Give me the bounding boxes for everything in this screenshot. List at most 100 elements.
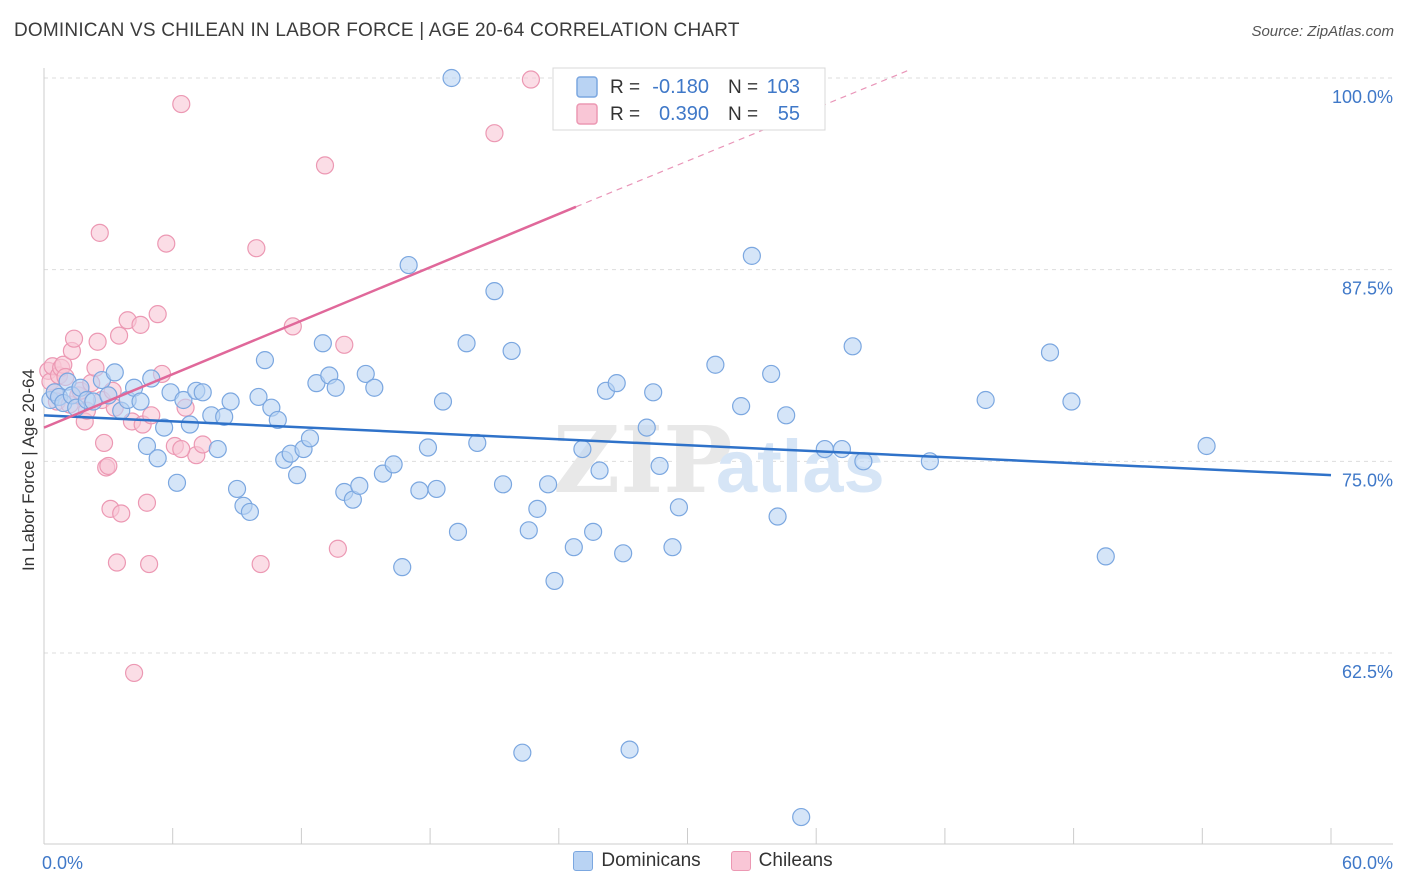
dominican-point (326, 378, 345, 397)
dominican-point (663, 538, 682, 557)
dominican-point (268, 410, 287, 430)
dominican-point (365, 378, 384, 397)
dominican-point (350, 476, 369, 495)
dominican-point (137, 436, 157, 456)
dominican-point (356, 364, 375, 384)
dominican-point (193, 383, 212, 402)
dominican-point (457, 334, 476, 353)
chilean-point (157, 234, 176, 253)
dominican-point (637, 418, 656, 437)
dominican-point (732, 397, 751, 416)
dominican-point (418, 438, 438, 457)
dominican-point (538, 475, 558, 494)
legend-r-value-1: -0.180 (652, 76, 709, 98)
dominican-point (174, 390, 193, 410)
dominican-point (442, 68, 461, 88)
y-tick-labels: 100.0% 87.5% 75.0% 62.5% (1332, 87, 1393, 682)
dominican-point (528, 499, 547, 518)
dominican-point (584, 522, 603, 541)
dominican-point (706, 355, 725, 374)
legend-item-dominicans[interactable]: Dominicans (573, 850, 701, 872)
dominican-point (1197, 436, 1216, 456)
chilean-point (140, 554, 159, 574)
legend-swatch-dominicans (573, 851, 594, 871)
dominican-point (221, 392, 240, 411)
dominican-point (148, 449, 167, 468)
chart-title: DOMINICAN VS CHILEAN IN LABOR FORCE | AG… (14, 20, 740, 41)
dominican-point (762, 364, 781, 384)
dominican-point (313, 334, 332, 353)
chilean-point (131, 315, 150, 334)
chilean-point (107, 553, 127, 572)
dominican-point (644, 383, 663, 402)
legend-r-label-2: R = (610, 104, 640, 125)
chilean-point (335, 335, 354, 354)
chilean-point (94, 433, 114, 453)
dominican-point (1062, 392, 1081, 411)
chilean-point (90, 223, 109, 242)
dominican-trend-line (43, 414, 1332, 477)
dominican-point (976, 390, 995, 410)
dominican-point (854, 452, 873, 471)
legend-r-label-1: R = (610, 77, 640, 98)
chilean-point (109, 326, 129, 345)
chilean-point (148, 305, 167, 324)
dominican-point (843, 337, 862, 356)
chilean-point (172, 439, 191, 459)
dominican-point (227, 479, 247, 499)
y-tick-label: 62.5% (1342, 662, 1393, 682)
dominican-point (180, 415, 199, 434)
legend-bottom: Dominicans Chileans (0, 850, 1406, 872)
dominican-point (620, 740, 639, 759)
dominican-point (288, 466, 307, 485)
dominican-point (545, 571, 564, 591)
dominican-point (573, 439, 592, 459)
chilean-point (521, 70, 541, 89)
dominican-point (433, 392, 453, 411)
dominican-point (167, 473, 187, 492)
dominican-point (513, 743, 532, 762)
y-tick-label: 87.5% (1342, 279, 1393, 299)
legend-swatch-chileans (730, 851, 751, 871)
dominican-point (832, 439, 852, 459)
watermark: ZIP atlas (553, 406, 885, 514)
dominican-point (427, 479, 446, 499)
dominican-point (1040, 343, 1060, 362)
dominican-point (815, 439, 834, 459)
chilean-point (315, 156, 335, 175)
dominican-point (399, 255, 418, 275)
legend-n-value-2: 55 (778, 103, 800, 125)
dominican-point (777, 406, 796, 425)
dominican-point (249, 387, 268, 407)
dominican-point (300, 429, 320, 448)
dominican-point (792, 807, 811, 827)
legend-n-label-1: N = (728, 77, 758, 98)
chilean-point (485, 124, 504, 143)
y-tick-label: 100.0% (1332, 87, 1393, 107)
chilean-point (247, 239, 266, 258)
chilean-point (124, 663, 144, 683)
x-tick-label-left: 0.0% (42, 853, 83, 873)
dominican-point (240, 502, 260, 522)
legend-swatch-pink (576, 103, 598, 125)
legend-item-chileans[interactable]: Chileans (730, 850, 833, 872)
dominican-point (485, 282, 504, 301)
chilean-point (112, 504, 131, 523)
chilean-point (137, 493, 157, 512)
dominican-point (614, 544, 633, 563)
legend-swatch-blue (576, 76, 598, 98)
dominican-point (742, 246, 761, 265)
dominican-point (650, 456, 669, 476)
dominican-point (393, 558, 412, 577)
dominican-point (208, 439, 227, 459)
axes (43, 68, 1393, 845)
dominican-point (607, 374, 626, 393)
dominican-point (564, 538, 583, 557)
legend-r-value-2: 0.390 (659, 103, 709, 125)
chilean-point (88, 332, 107, 351)
source-label: Source: ZipAtlas.com (1251, 23, 1394, 40)
dominican-point (105, 363, 124, 382)
dominican-point (493, 475, 513, 494)
x-tick-label-right: 60.0% (1342, 853, 1393, 873)
